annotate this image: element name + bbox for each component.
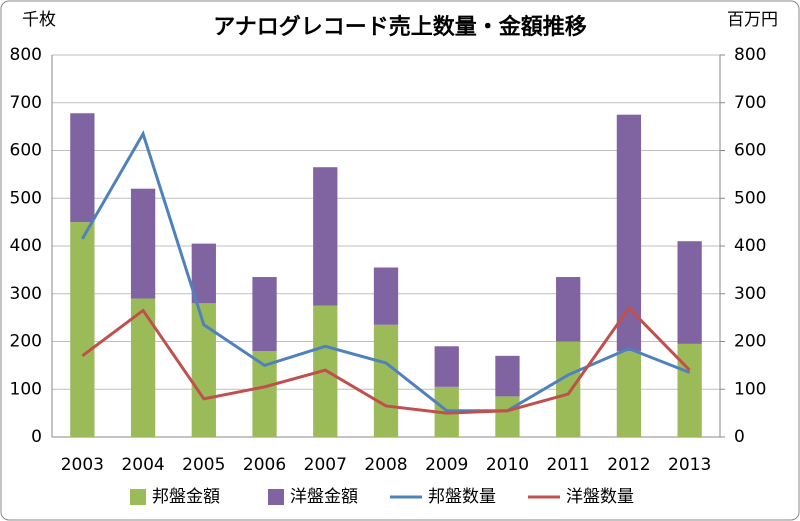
y-tick-label: 400 bbox=[10, 236, 42, 256]
y-tick-label: 100 bbox=[10, 379, 42, 399]
y-tick-label: 800 bbox=[10, 45, 42, 65]
bar bbox=[373, 267, 399, 325]
y-tick-label: 200 bbox=[10, 332, 42, 352]
y2-tick-label: 300 bbox=[734, 284, 766, 304]
y-tick-label: 0 bbox=[31, 427, 42, 447]
y-tick-label: 500 bbox=[10, 188, 42, 208]
bar bbox=[313, 167, 338, 306]
bar bbox=[556, 277, 581, 342]
y-axis-label: 千枚 bbox=[22, 10, 56, 30]
legend-label: 洋盤数量 bbox=[566, 487, 634, 507]
bar bbox=[70, 222, 95, 437]
bar bbox=[495, 396, 520, 437]
y2-tick-label: 400 bbox=[734, 236, 766, 256]
bar bbox=[434, 346, 459, 387]
y2-tick-label: 200 bbox=[734, 332, 766, 352]
y2-tick-label: 0 bbox=[734, 427, 745, 447]
x-tick-label: 2013 bbox=[668, 455, 711, 475]
bar bbox=[130, 298, 156, 437]
x-tick-label: 2007 bbox=[304, 455, 347, 475]
y2-tick-label: 600 bbox=[734, 141, 766, 161]
legend-label: 洋盤金額 bbox=[290, 487, 358, 507]
x-tick-label: 2009 bbox=[425, 455, 468, 475]
line bbox=[81, 305, 691, 415]
bar bbox=[191, 243, 216, 304]
y-tick-label: 600 bbox=[10, 141, 42, 161]
legend-swatch bbox=[268, 489, 284, 505]
x-tick-label: 2004 bbox=[121, 455, 164, 475]
legend-label: 邦盤金額 bbox=[152, 487, 220, 507]
x-tick-label: 2003 bbox=[61, 455, 104, 475]
bar bbox=[373, 324, 399, 437]
chart-title: アナログレコード売上数量・金額推移 bbox=[213, 14, 587, 40]
bar bbox=[616, 114, 642, 352]
legend-swatch bbox=[130, 489, 146, 505]
y2-tick-label: 100 bbox=[734, 379, 766, 399]
bar bbox=[616, 351, 642, 437]
bar bbox=[677, 241, 702, 344]
x-tick-label: 2006 bbox=[243, 455, 286, 475]
x-tick-label: 2005 bbox=[182, 455, 225, 475]
y2-tick-label: 500 bbox=[734, 188, 766, 208]
legend-label: 邦盤数量 bbox=[428, 487, 496, 507]
x-tick-label: 2008 bbox=[364, 455, 407, 475]
bar bbox=[495, 355, 520, 397]
bar bbox=[556, 341, 581, 437]
y-tick-label: 700 bbox=[10, 93, 42, 113]
bar bbox=[70, 113, 95, 223]
x-tick-label: 2010 bbox=[486, 455, 529, 475]
x-tick-label: 2012 bbox=[607, 455, 650, 475]
bar bbox=[252, 277, 277, 352]
y2-tick-label: 800 bbox=[734, 45, 766, 65]
y-tick-label: 300 bbox=[10, 284, 42, 304]
bar bbox=[677, 343, 702, 437]
y2-axis-label: 百万円 bbox=[727, 10, 778, 30]
y2-tick-label: 700 bbox=[734, 93, 766, 113]
x-tick-label: 2011 bbox=[547, 455, 590, 475]
bar bbox=[130, 188, 156, 299]
